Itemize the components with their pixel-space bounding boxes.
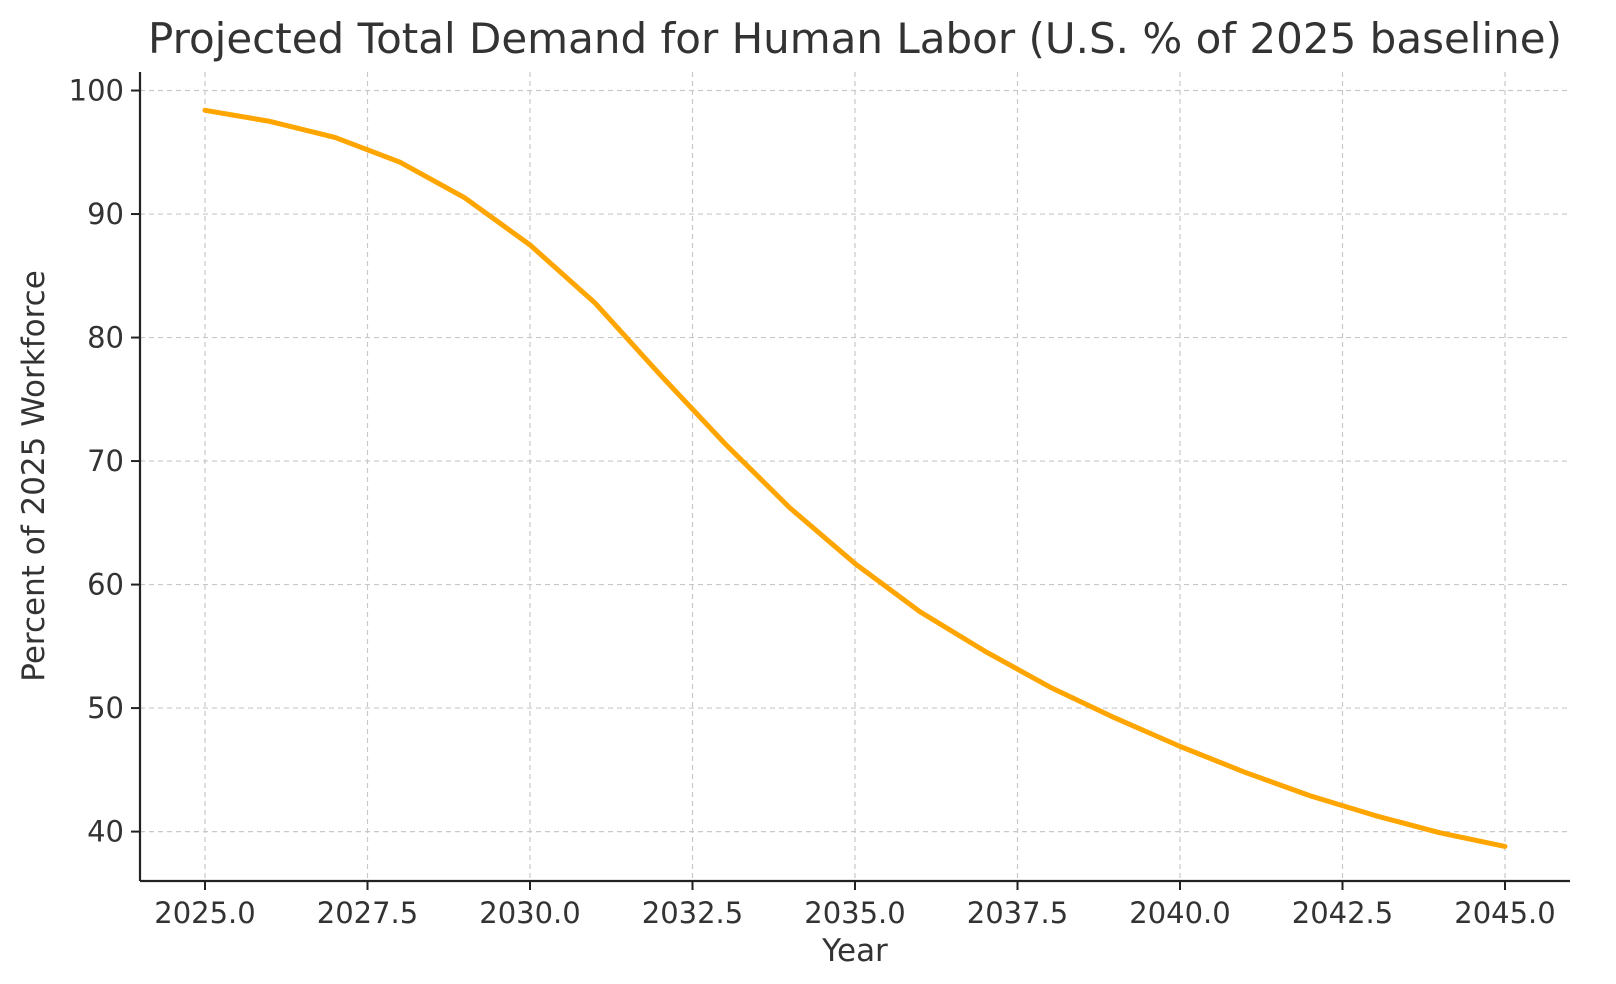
data-point bbox=[787, 505, 793, 511]
x-tick-label: 2032.5 bbox=[642, 896, 743, 930]
y-tick-label: 80 bbox=[87, 321, 124, 355]
y-tick-label: 50 bbox=[87, 691, 124, 725]
ticks-layer: 2025.0 2027.5 2030.0 2032.5 2035.0 2037.5 2040… bbox=[69, 74, 1556, 930]
x-tick-label: 2027.5 bbox=[317, 896, 418, 930]
data-point bbox=[592, 300, 598, 306]
y-tick-label: 40 bbox=[87, 815, 124, 849]
data-point bbox=[462, 195, 468, 201]
x-tick-label: 2037.5 bbox=[967, 896, 1068, 930]
y-axis-label: Percent of 2025 Workforce bbox=[16, 270, 52, 682]
data-point bbox=[527, 242, 533, 248]
data-point bbox=[1372, 813, 1378, 819]
grid-layer bbox=[140, 72, 1570, 881]
data-point bbox=[657, 372, 663, 378]
y-tick-label: 60 bbox=[87, 568, 124, 602]
data-point bbox=[917, 609, 923, 615]
x-tick-label: 2035.0 bbox=[804, 896, 905, 930]
y-tick-label: 100 bbox=[69, 74, 124, 108]
data-point bbox=[397, 159, 403, 165]
data-point bbox=[1177, 743, 1183, 749]
x-tick-label: 2045.0 bbox=[1454, 896, 1555, 930]
data-point bbox=[1112, 715, 1118, 721]
x-axis-label: Year bbox=[821, 933, 888, 969]
data-point bbox=[722, 441, 728, 447]
data-point bbox=[852, 561, 858, 567]
x-tick-label: 2025.0 bbox=[154, 896, 255, 930]
data-point bbox=[1502, 843, 1508, 849]
x-tick-label: 2030.0 bbox=[479, 896, 580, 930]
y-tick-label: 70 bbox=[87, 444, 124, 478]
data-point bbox=[1242, 769, 1248, 775]
data-point bbox=[1437, 830, 1443, 836]
chart-title: Projected Total Demand for Human Labor (… bbox=[148, 14, 1562, 63]
x-tick-label: 2042.5 bbox=[1292, 896, 1393, 930]
x-tick-label: 2040.0 bbox=[1129, 896, 1230, 930]
data-point bbox=[332, 134, 338, 140]
data-point bbox=[202, 107, 208, 113]
data-point bbox=[982, 648, 988, 654]
series-layer bbox=[202, 107, 1508, 849]
data-point bbox=[1047, 684, 1053, 690]
data-point bbox=[1307, 793, 1313, 799]
data-point bbox=[267, 118, 273, 124]
y-tick-label: 90 bbox=[87, 197, 124, 231]
series-line bbox=[202, 107, 1508, 849]
